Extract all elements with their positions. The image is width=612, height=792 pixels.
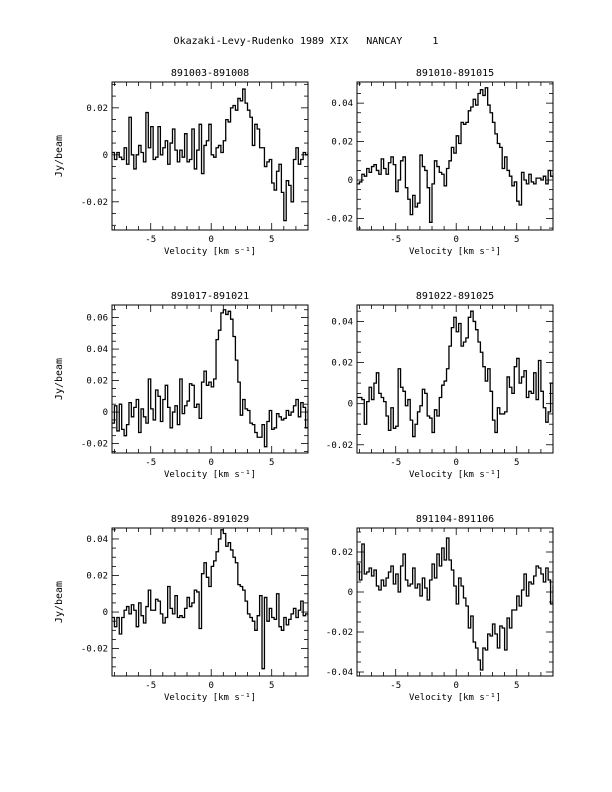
y-tick-label: 0 (348, 400, 353, 410)
x-axis-label: Velocity [km s⁻¹] (164, 693, 256, 703)
y-tick-label: 0 (103, 608, 108, 618)
y-tick-label: 0.02 (86, 572, 108, 582)
x-tick-label: 0 (208, 458, 213, 468)
y-tick-label: 0 (103, 408, 108, 418)
spectrum-line (357, 310, 553, 438)
y-axis-label: Jy/beam (54, 358, 65, 400)
x-tick-label: 5 (269, 458, 274, 468)
y-axis-label: Jy/beam (54, 581, 65, 623)
spectrum-line (357, 537, 553, 671)
x-tick-label: 5 (514, 458, 519, 468)
x-axis-label: Velocity [km s⁻¹] (409, 247, 501, 257)
y-tick-label: 0.02 (331, 138, 353, 148)
panel-title: 891010-891015 (416, 68, 494, 79)
x-tick-label: 5 (514, 681, 519, 691)
panel-title: 891022-891025 (416, 291, 494, 302)
y-tick-label: -0.04 (326, 668, 353, 678)
spectrum-line (112, 88, 308, 222)
plot-frame (356, 304, 554, 454)
x-axis-label: Velocity [km s⁻¹] (409, 470, 501, 480)
panel-title: 891017-891021 (171, 291, 249, 302)
spectrum-line (112, 309, 308, 448)
plot-frame (356, 527, 554, 677)
x-tick-label: -5 (390, 458, 401, 468)
spectrum-panel: 891010-891015 -5 0 5 -0.02 0 0.02 0.04 Velocity … (326, 68, 554, 257)
y-tick-label: -0.02 (81, 645, 108, 655)
x-tick-label: -5 (390, 681, 401, 691)
x-tick-label: -5 (145, 235, 156, 245)
x-tick-label: 5 (269, 681, 274, 691)
spectrum-line (112, 529, 308, 670)
x-tick-label: 5 (514, 235, 519, 245)
page-title: Okazaki-Levy-Rudenko 1989 XIX NANCAY 1 (173, 36, 439, 47)
spectrum-panel: 891003-891008 -5 0 5 -0.02 0 0.02 Velocity [km … (54, 68, 309, 257)
x-tick-label: 0 (208, 235, 213, 245)
y-tick-label: 0.04 (86, 345, 108, 355)
x-tick-label: -5 (145, 458, 156, 468)
y-tick-label: -0.02 (326, 441, 353, 451)
x-tick-label: 5 (269, 235, 274, 245)
x-axis-label: Velocity [km s⁻¹] (409, 693, 501, 703)
y-tick-label: 0.02 (86, 104, 108, 114)
plot-frame (111, 81, 309, 231)
spectrum-panel: 891017-891021 -5 0 5 -0.02 0 0.02 0.04 0.06 Veloc… (54, 291, 309, 480)
plot-frame (111, 527, 309, 677)
y-tick-label: -0.02 (326, 214, 353, 224)
y-tick-label: -0.02 (81, 198, 108, 208)
y-tick-label: 0.02 (331, 359, 353, 369)
spectrum-panel: 891022-891025 -5 0 5 -0.02 0 0.02 0.04 Velocity … (326, 291, 554, 480)
y-tick-label: 0 (103, 151, 108, 161)
y-tick-label: -0.02 (326, 628, 353, 638)
y-tick-label: 0.04 (86, 535, 108, 545)
y-tick-label: -0.02 (81, 440, 108, 450)
y-tick-label: 0.04 (331, 317, 353, 327)
y-tick-label: 0.06 (86, 314, 108, 324)
y-axis-label: Jy/beam (54, 135, 65, 177)
y-tick-label: 0.04 (331, 99, 353, 109)
y-tick-label: 0.02 (331, 548, 353, 558)
plot-frame (111, 304, 309, 454)
x-axis-label: Velocity [km s⁻¹] (164, 470, 256, 480)
y-tick-label: 0 (348, 176, 353, 186)
panel-title: 891104-891106 (416, 514, 494, 525)
x-axis-label: Velocity [km s⁻¹] (164, 247, 256, 257)
panel-title: 891003-891008 (171, 68, 249, 79)
spectrum-panel: 891104-891106 -5 0 5 -0.04 -0.02 0 0.02 Velocity… (326, 514, 554, 703)
plot-frame (356, 81, 554, 231)
y-tick-label: 0 (348, 588, 353, 598)
x-tick-label: -5 (390, 235, 401, 245)
x-tick-label: 0 (453, 681, 458, 691)
x-tick-label: 0 (208, 681, 213, 691)
x-tick-label: 0 (453, 458, 458, 468)
spectrum-line (357, 87, 553, 223)
x-tick-label: -5 (145, 681, 156, 691)
x-tick-label: 0 (453, 235, 458, 245)
spectrum-panel: 891026-891029 -5 0 5 -0.02 0 0.02 0.04 Velocity … (54, 514, 309, 703)
panel-title: 891026-891029 (171, 514, 249, 525)
y-tick-label: 0.02 (86, 377, 108, 387)
